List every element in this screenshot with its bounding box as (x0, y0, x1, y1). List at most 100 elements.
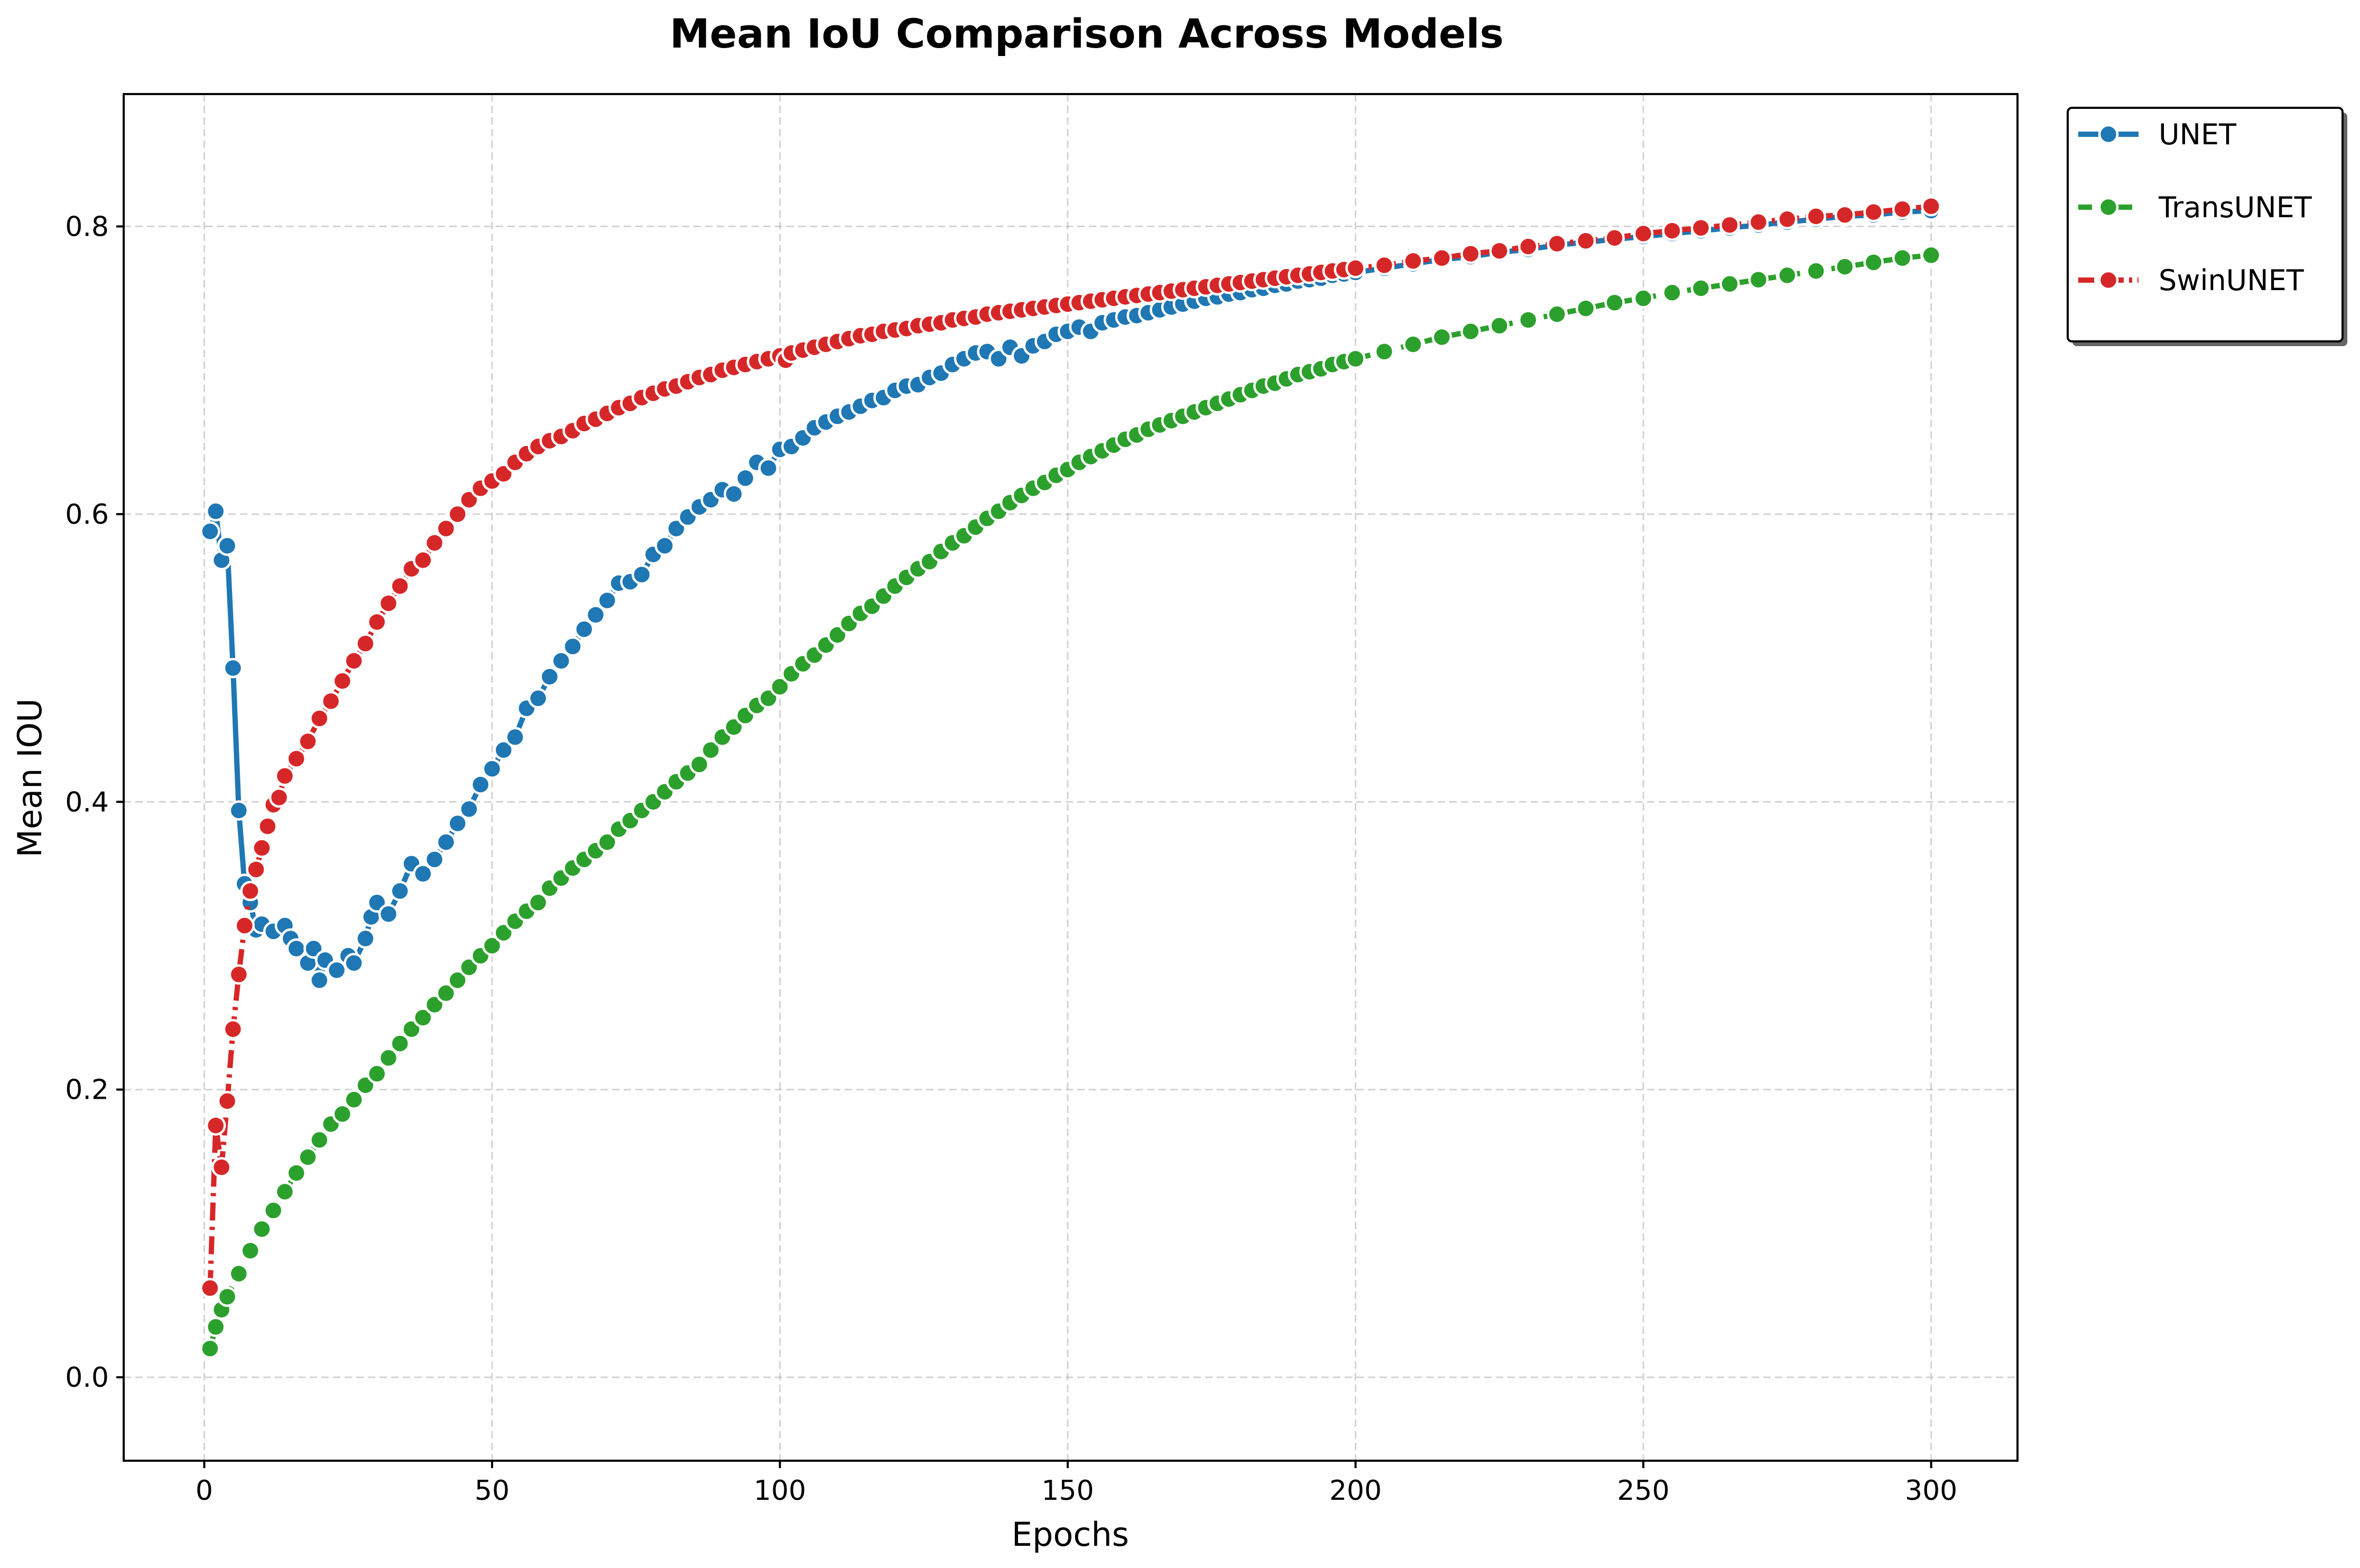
legend-marker-transunet (2098, 197, 2119, 218)
data-point-swinunet (1547, 233, 1568, 254)
data-point-transunet (252, 1219, 272, 1239)
data-point-transunet (309, 1129, 330, 1151)
data-point-transunet (1547, 304, 1568, 324)
data-point-transunet (700, 740, 721, 760)
data-point-swinunet (1662, 220, 1682, 241)
data-point-swinunet (1633, 223, 1654, 244)
data-point-transunet (447, 970, 468, 991)
data-point-swinunet (447, 504, 468, 525)
legend: UNET TransUNET SwinUNET (2067, 107, 2347, 346)
data-point-unet (573, 619, 595, 639)
data-point-swinunet (269, 787, 290, 808)
series-swinunet (200, 196, 1941, 1298)
data-point-unet (326, 960, 347, 981)
data-point-transunet (1690, 278, 1711, 299)
data-point-transunet (1806, 261, 1827, 282)
data-point-swinunet (1374, 255, 1395, 276)
data-point-transunet (770, 676, 790, 697)
data-point-transunet (1863, 252, 1884, 273)
data-point-transunet (1403, 334, 1423, 355)
data-point-transunet (1892, 248, 1913, 268)
data-point-swinunet (1719, 215, 1740, 235)
data-point-swinunet (1604, 227, 1625, 248)
data-point-unet (585, 605, 606, 625)
data-point-unet (413, 864, 433, 884)
data-point-swinunet (246, 859, 266, 880)
data-point-transunet (413, 1007, 433, 1028)
data-point-transunet (240, 1240, 261, 1261)
data-point-unet (200, 521, 220, 542)
data-point-unet (424, 849, 445, 870)
data-point-transunet (1777, 265, 1798, 286)
data-point-swinunet (286, 748, 307, 769)
legend-label-swinunet: SwinUNET (2159, 264, 2305, 297)
data-point-swinunet (436, 518, 457, 539)
data-point-swinunet (424, 533, 445, 553)
data-point-swinunet (309, 708, 330, 729)
data-point-swinunet (1518, 236, 1539, 257)
data-point-swinunet (1863, 201, 1884, 222)
x-tick-label: 50 (475, 1475, 510, 1507)
data-point-unet (493, 740, 514, 760)
x-tick-label: 150 (1041, 1475, 1094, 1507)
data-point-transunet (1719, 274, 1740, 294)
data-point-swinunet (1403, 250, 1423, 272)
data-point-unet (344, 952, 364, 973)
data-point-swinunet (1892, 199, 1913, 220)
data-point-unet (223, 657, 244, 679)
data-point-unet (758, 458, 779, 478)
data-point-transunet (217, 1286, 238, 1307)
data-point-transunet (597, 832, 618, 852)
data-point-swinunet (240, 880, 261, 902)
data-point-swinunet (1460, 243, 1481, 264)
data-point-unet (482, 758, 503, 779)
y-tick-label: 0.0 (65, 1362, 109, 1394)
chart-title: Mean IoU Comparison Across Models (670, 10, 1504, 57)
x-tick-label: 250 (1617, 1475, 1669, 1507)
x-tick-label: 300 (1905, 1475, 1957, 1507)
data-point-swinunet (378, 593, 399, 614)
data-point-transunet (1633, 288, 1654, 309)
data-point-swinunet (355, 633, 376, 654)
data-point-transunet (200, 1338, 220, 1359)
y-tick-label: 0.2 (65, 1074, 109, 1106)
data-point-unet (631, 564, 652, 585)
data-point-transunet (482, 935, 503, 956)
data-point-swinunet (332, 671, 353, 691)
data-point-swinunet (205, 1115, 226, 1136)
legend-label-unet: UNET (2159, 118, 2237, 151)
y-tick-label: 0.8 (65, 211, 109, 243)
legend-frame (2067, 107, 2344, 342)
data-point-unet (447, 813, 468, 834)
data-point-transunet (1921, 245, 1941, 266)
series-transunet (200, 245, 1941, 1359)
data-point-unet (390, 880, 410, 902)
plot-area (123, 93, 2019, 1462)
data-point-unet (459, 799, 479, 820)
data-point-transunet (1345, 348, 1366, 369)
data-point-unet (228, 800, 249, 821)
data-series (200, 196, 1941, 1359)
data-point-swinunet (257, 816, 278, 837)
data-point-unet (654, 535, 675, 556)
data-point-unet (205, 501, 226, 522)
legend-marker-swinunet (2098, 270, 2119, 291)
data-point-transunet (1431, 327, 1452, 348)
data-point-swinunet (344, 651, 364, 671)
data-point-transunet (332, 1103, 353, 1125)
x-tick-label: 200 (1329, 1475, 1382, 1507)
y-tick-label: 0.4 (65, 786, 109, 818)
data-point-transunet (1835, 256, 1855, 277)
data-point-transunet (228, 1263, 249, 1284)
data-point-unet (527, 688, 549, 709)
data-point-swinunet (234, 915, 255, 936)
data-point-swinunet (298, 731, 318, 752)
data-point-swinunet (1345, 258, 1366, 279)
data-point-swinunet (1748, 212, 1769, 233)
data-point-unet (551, 651, 571, 671)
data-point-transunet (286, 1163, 307, 1183)
data-point-swinunet (320, 691, 341, 711)
data-point-transunet (1662, 282, 1682, 303)
